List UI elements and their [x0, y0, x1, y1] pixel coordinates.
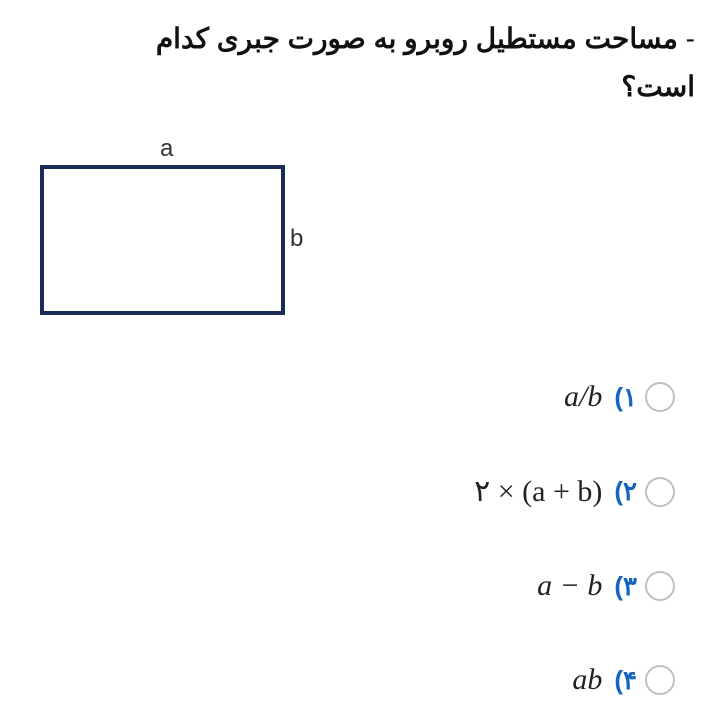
label-a: a [160, 135, 173, 163]
option-number: ۳) [614, 571, 637, 602]
option-number: ۴) [614, 665, 637, 696]
option-4[interactable]: ۴) ab [25, 663, 675, 697]
option-formula: a/b [564, 380, 602, 414]
radio-icon[interactable] [645, 665, 675, 695]
question-line1: مساحت مستطیل روبرو به صورت جبری کدام [156, 23, 678, 54]
option-number: ۲) [614, 476, 637, 507]
option-3[interactable]: ۳) a − b [25, 569, 675, 603]
option-1[interactable]: ۱) a/b [25, 380, 675, 414]
radio-icon[interactable] [645, 477, 675, 507]
options-list: ۱) a/b ۲) ۲ × (a + b) ۳) a − b ۴) ab [25, 380, 695, 697]
question-line2: است؟ [621, 71, 695, 102]
rectangle-shape [40, 165, 285, 315]
label-b: b [290, 225, 303, 253]
option-formula: ab [572, 663, 602, 697]
option-2[interactable]: ۲) ۲ × (a + b) [25, 474, 675, 509]
option-formula: ۲ × (a + b) [474, 474, 602, 509]
rectangle-diagram: a b [40, 135, 320, 330]
radio-icon[interactable] [645, 382, 675, 412]
question-text: - مساحت مستطیل روبرو به صورت جبری کدام ا… [25, 15, 695, 110]
option-number: ۱) [614, 382, 637, 413]
option-formula: a − b [537, 569, 602, 603]
question-prefix: - [686, 23, 695, 54]
radio-icon[interactable] [645, 571, 675, 601]
